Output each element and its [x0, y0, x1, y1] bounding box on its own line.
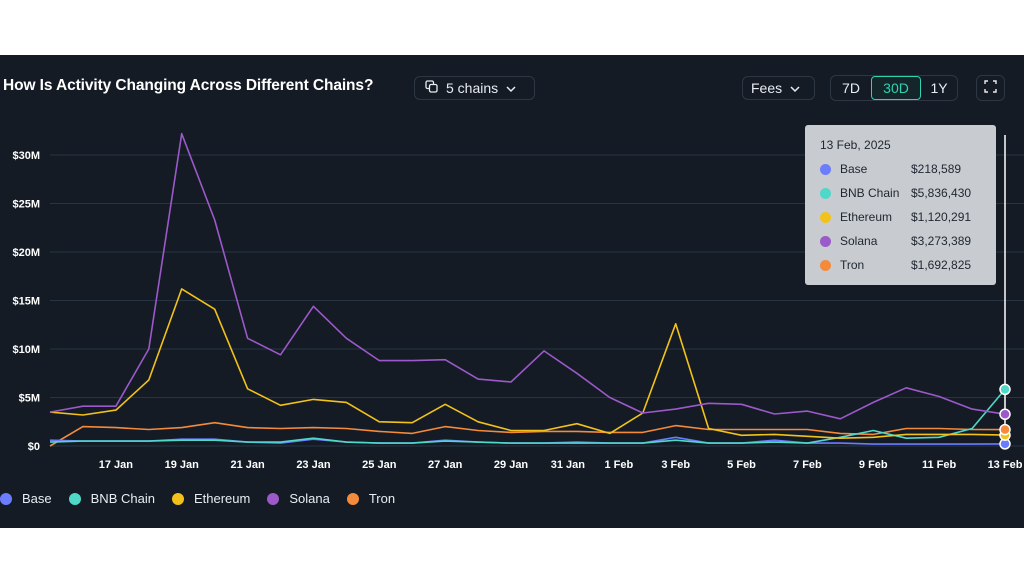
legend-dot [267, 492, 280, 505]
tooltip-row-tron: Tron $1,692,825 [820, 258, 990, 272]
tooltip-series-name: Ethereum [840, 210, 893, 224]
hover-point-solana [999, 408, 1011, 420]
tooltip-date: 13 Feb, 2025 [820, 138, 891, 152]
x-tick-label: 19 Jan [165, 459, 200, 471]
legend-label: Tron [368, 491, 396, 506]
tooltip-series-value: $1,120,291 [911, 210, 972, 224]
y-tick-label: $30M [12, 150, 40, 162]
series-dot [820, 211, 831, 223]
x-tick-label: 11 Feb [922, 459, 957, 471]
x-tick-label: 7 Feb [793, 459, 822, 471]
chart-panel: How Is Activity Changing Across Differen… [0, 55, 1024, 528]
range-7d-button[interactable]: 7D [842, 80, 860, 96]
legend-item-solana[interactable]: Solana [267, 491, 330, 506]
x-tick-label: 31 Jan [551, 459, 586, 471]
fullscreen-button[interactable] [976, 75, 1005, 101]
x-tick-label: 9 Feb [859, 459, 888, 471]
legend-dot [171, 492, 184, 505]
series-line-tron [49, 421, 1006, 447]
tooltip-series-value: $3,273,389 [911, 234, 972, 248]
x-tick-label: 5 Feb [727, 459, 756, 471]
series-dot [820, 235, 831, 247]
tooltip-series-name: BNB Chain [840, 186, 900, 200]
metric-selector-button[interactable]: Fees [742, 76, 815, 100]
x-tick-label: 13 Feb [988, 459, 1023, 471]
tooltip-row-solana: Solana $3,273,389 [820, 234, 990, 248]
x-tick-label: 1 Feb [604, 459, 633, 471]
chains-label: 5 chains [446, 80, 499, 96]
chart-legend: Base BNB Chain Ethereum Solana Tron [0, 491, 412, 506]
series-line-bnb-chain [49, 388, 1006, 444]
chevron-down-icon [790, 80, 800, 96]
chains-selector-button[interactable]: 5 chains [414, 76, 535, 100]
series-line-solana [49, 132, 1006, 420]
x-tick-label: 3 Feb [661, 459, 690, 471]
legend-dot [0, 492, 12, 505]
tooltip-series-name: Base [840, 162, 868, 176]
x-tick-label: 29 Jan [494, 459, 529, 471]
y-tick-label: $0 [28, 441, 40, 453]
hover-point-tron [999, 423, 1011, 436]
tooltip-series-value: $5,836,430 [911, 186, 972, 200]
tooltip-series-value: $218,589 [911, 162, 962, 176]
x-tick-label: 21 Jan [230, 459, 265, 471]
y-tick-label: $5M [19, 393, 40, 405]
y-tick-label: $25M [12, 199, 40, 211]
legend-label: Solana [289, 491, 330, 506]
y-tick-label: $20M [12, 247, 40, 259]
x-tick-label: 23 Jan [296, 459, 331, 471]
metric-label: Fees [751, 80, 783, 96]
tooltip-row-bnb: BNB Chain $5,836,430 [820, 186, 990, 200]
legend-dot [346, 492, 359, 505]
tooltip-series-name: Solana [840, 234, 878, 248]
range-1y-button[interactable]: 1Y [930, 80, 948, 96]
legend-item-tron[interactable]: Tron [346, 491, 396, 506]
legend-dot [68, 492, 81, 505]
legend-label: BNB Chain [90, 491, 155, 506]
stacked-squares-icon [425, 80, 438, 96]
tooltip-series-name: Tron [840, 258, 865, 272]
tooltip-row-ethereum: Ethereum $1,120,291 [820, 210, 990, 224]
series-dot [820, 187, 831, 199]
tooltip-row-base: Base $218,589 [820, 162, 990, 176]
legend-item-base[interactable]: Base [0, 491, 52, 506]
legend-item-bnb-chain[interactable]: BNB Chain [68, 491, 155, 506]
time-range-toggle: 7D 30D 1Y [830, 75, 958, 101]
legend-item-ethereum[interactable]: Ethereum [171, 491, 251, 506]
tooltip-series-value: $1,692,825 [911, 258, 972, 272]
range-30d-button[interactable]: 30D [871, 76, 921, 100]
series-line-ethereum [49, 288, 1006, 440]
expand-corners-icon [984, 80, 997, 96]
hover-tooltip: 13 Feb, 2025 Base $218,589 BNB Chain $5,… [805, 125, 996, 285]
x-tick-label: 17 Jan [99, 459, 134, 471]
x-tick-label: 27 Jan [428, 459, 463, 471]
legend-label: Base [22, 491, 52, 506]
y-tick-label: $10M [12, 344, 40, 356]
series-dot [820, 259, 831, 271]
x-tick-label: 25 Jan [362, 459, 397, 471]
page-title: How Is Activity Changing Across Differen… [3, 77, 374, 94]
chevron-down-icon [506, 80, 516, 96]
hover-point-bnb-chain [999, 383, 1011, 396]
legend-label: Ethereum [193, 491, 251, 506]
series-dot [820, 163, 831, 175]
y-tick-label: $15M [12, 296, 40, 308]
